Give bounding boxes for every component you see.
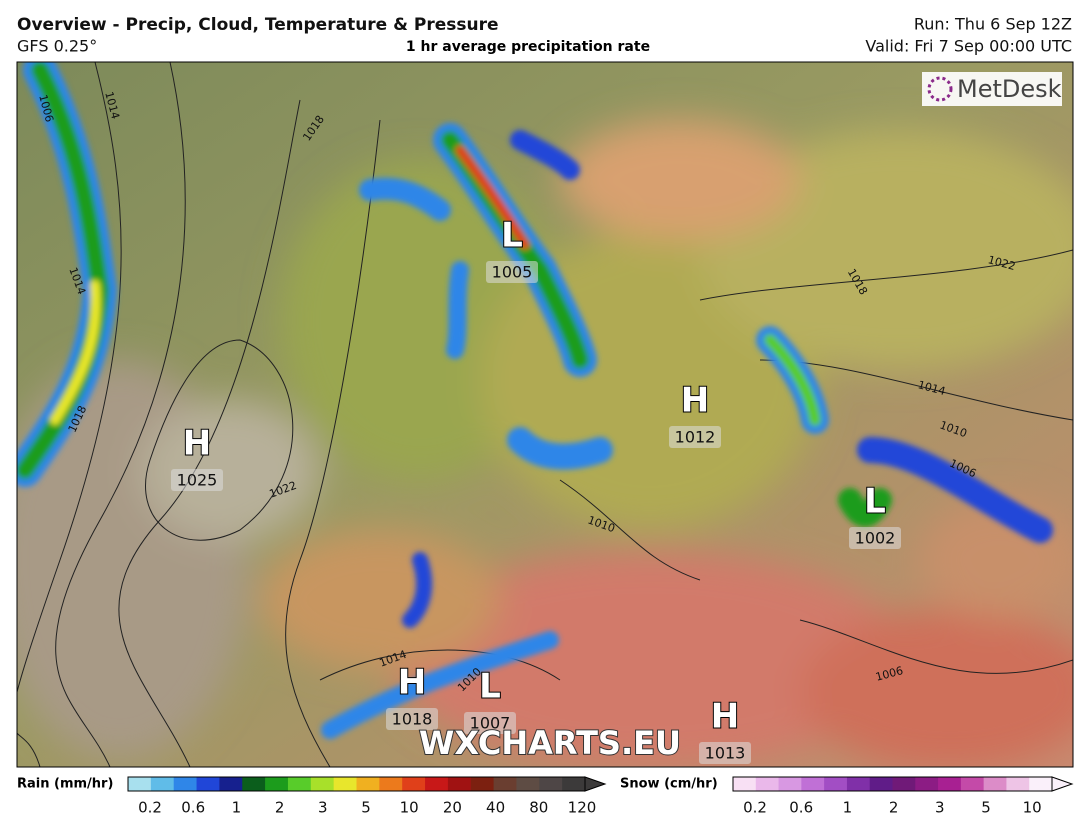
pressure-letter: L	[479, 667, 501, 707]
legend-swatch	[265, 777, 289, 791]
legend-swatch	[869, 777, 893, 791]
pressure-letter: H	[183, 424, 211, 464]
legend-swatch	[1006, 777, 1030, 791]
legend-tick-label: 120	[568, 799, 597, 817]
pressure-value-box	[486, 261, 538, 283]
pressure-value: 1002	[855, 529, 896, 548]
legend-swatch	[960, 777, 985, 791]
pressure-value: 1013	[705, 744, 746, 763]
legend-swatch	[425, 777, 449, 791]
snow-legend: 0.2 0.6 1 2 3 5 10	[732, 776, 1074, 817]
isobars	[17, 62, 1073, 767]
legend-swatch	[516, 777, 540, 791]
legend-tick-label: 2	[275, 799, 285, 817]
legend-tick-label: 3	[935, 799, 945, 817]
pressure-letter: H	[681, 381, 709, 421]
legend-tick-label: 10	[400, 799, 419, 817]
pressure-value: 1012	[675, 428, 716, 447]
legend-tick-label: 1	[232, 799, 242, 817]
pressure-value: 1007	[470, 714, 511, 733]
legend-tick-label: 10	[1023, 799, 1042, 817]
pressure-value-box	[386, 708, 438, 730]
pressure-value: 1025	[177, 471, 218, 490]
map-frame	[16, 61, 1074, 768]
pressure-value-box	[171, 469, 223, 491]
legend-swatch	[1029, 777, 1053, 791]
legend-swatch	[128, 777, 152, 791]
pressure-letter: H	[398, 663, 426, 703]
legend-tick-label: 80	[529, 799, 548, 817]
legend-swatch	[470, 777, 495, 791]
rain-legend: 0.2 0.6 1 2 3 5 10 20 40 80 120	[127, 776, 607, 817]
legend-frame	[127, 776, 586, 792]
logo-box	[922, 72, 1062, 106]
pressure-value: 1005	[492, 263, 533, 282]
logo: MetDesk	[957, 75, 1062, 103]
legend-swatch	[733, 777, 757, 791]
run-time: Run: Thu 6 Sep 12Z	[914, 15, 1072, 34]
legend-arrow	[1051, 776, 1074, 792]
title: Overview - Precip, Cloud, Temperature & …	[17, 15, 499, 35]
logo-icon	[927, 76, 953, 102]
precipitation	[17, 62, 1053, 739]
legend-swatch	[778, 777, 802, 791]
pressure-letter: L	[864, 482, 886, 522]
legend-swatch	[915, 777, 939, 791]
legend-swatch	[824, 777, 848, 791]
legend-tick-label: 3	[318, 799, 328, 817]
legend-tick-label: 1	[843, 799, 853, 817]
legend-swatch	[755, 777, 780, 791]
pressure-letter: L	[501, 216, 523, 256]
legend-arrow	[584, 776, 607, 792]
pressure-value: 1018	[392, 710, 433, 729]
subtitle: 1 hr average precipitation rate	[406, 39, 650, 55]
legend-frame	[732, 776, 1053, 792]
pressure-value-box	[699, 742, 751, 764]
legend-swatch	[173, 777, 198, 791]
legend-tick-label: 0.6	[181, 799, 205, 817]
legend-swatch	[310, 777, 335, 791]
legend-swatch	[846, 777, 871, 791]
legend-tick-label: 0.2	[138, 799, 162, 817]
legend-tick-label: 5	[981, 799, 991, 817]
legend-swatch	[333, 777, 357, 791]
legend-swatch	[983, 777, 1007, 791]
legend-swatch	[196, 777, 220, 791]
legend-swatch	[150, 777, 175, 791]
legend-tick-label: 20	[443, 799, 462, 817]
legend-swatch	[356, 777, 380, 791]
pressure-value-box	[464, 712, 516, 734]
legend-swatch	[219, 777, 243, 791]
pressure-value-box	[669, 426, 721, 448]
legend-swatch	[539, 777, 563, 791]
legend-swatch	[402, 777, 426, 791]
legend-swatch	[801, 777, 825, 791]
legend-swatch	[379, 777, 403, 791]
legend-swatch	[242, 777, 266, 791]
legend-swatch	[938, 777, 962, 791]
rain-legend-title: Rain (mm/hr)	[17, 777, 113, 792]
legend-swatch	[447, 777, 472, 791]
legend-tick-label: 2	[889, 799, 899, 817]
pressure-letter: H	[711, 697, 739, 737]
snow-legend-title: Snow (cm/hr)	[620, 777, 718, 792]
legend-tick-label: 5	[361, 799, 371, 817]
pressure-value-box	[849, 527, 901, 549]
legend-swatch	[287, 777, 312, 791]
legend-tick-label: 0.2	[743, 799, 767, 817]
pressure-centres: H 1025 L 1005 H 1012 L 1002 H 1018 L 1007 H 1013	[171, 215, 901, 764]
watermark: WXCHARTS.EU	[419, 724, 681, 762]
legend-tick-label: 40	[486, 799, 505, 817]
map: 1006 1014 1018 1014 1018 1022 1018 1022 …	[17, 62, 1073, 767]
valid-time: Valid: Fri 7 Sep 00:00 UTC	[865, 37, 1072, 56]
model: GFS 0.25°	[17, 37, 97, 56]
legend-swatch	[892, 777, 916, 791]
legend-swatch	[493, 777, 517, 791]
legend-swatch	[562, 777, 586, 791]
legend-tick-label: 0.6	[789, 799, 813, 817]
